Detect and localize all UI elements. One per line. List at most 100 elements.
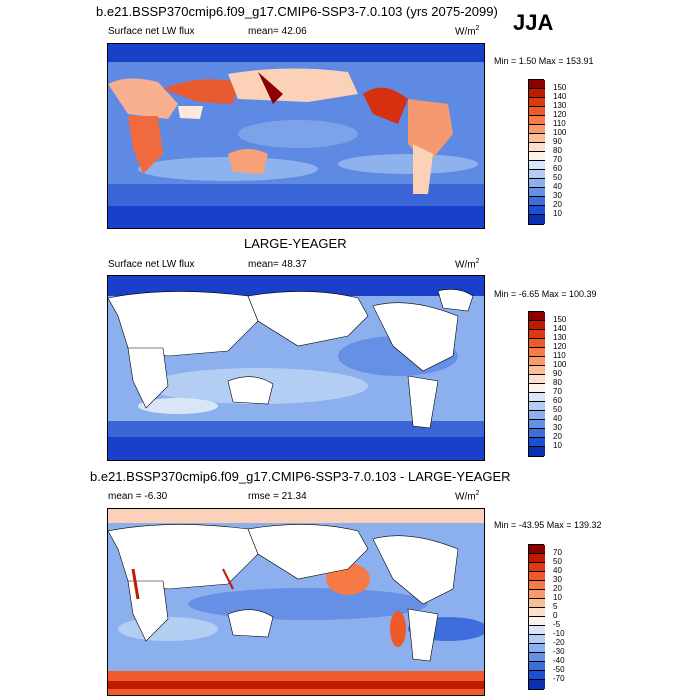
panel3-colorbar-tick-label: 20 (553, 584, 562, 593)
panel1-colorbar-tick-label: 70 (553, 155, 562, 164)
panel2-colorbar-tick-label: 80 (553, 378, 562, 387)
panel2-colorbar-swatch (529, 420, 545, 429)
panel2-colorbar-swatch (529, 330, 545, 339)
panel1-colorbar-swatch (529, 152, 545, 161)
panel3-units: W/m2 (455, 490, 480, 503)
panel1-colorbar-tick-label: 20 (553, 200, 562, 209)
panel1-title: b.e21.BSSP370cmip6.f09_g17.CMIP6-SSP3-7.… (96, 4, 498, 19)
panel2-colorbar-swatch (529, 429, 545, 438)
panel3-colorbar-tick-label: 0 (553, 611, 558, 620)
panel1-colorbar-swatch (529, 170, 545, 179)
panel1-colorbar-swatch (529, 188, 545, 197)
panel3-colorbar-swatch (529, 572, 545, 581)
panel1-colorbar-tick-label: 10 (553, 209, 562, 218)
panel2-map (107, 275, 485, 461)
panel1-colorbar-tick-label: 110 (553, 119, 566, 128)
panel1-colorbar-swatch (529, 125, 545, 134)
panel3-colorbar-swatch (529, 653, 545, 662)
panel1-colorbar-tick-label: 30 (553, 191, 562, 200)
panel2-colorbar-swatch (529, 411, 545, 420)
panel3-colorbar-swatch (529, 662, 545, 671)
panel1-colorbar-swatch (529, 143, 545, 152)
panel3-colorbar-swatch (529, 635, 545, 644)
panel1-colorbar-tick-label: 100 (553, 128, 567, 137)
panel3-colorbar-tick-label: 40 (553, 566, 562, 575)
panel1-colorbar-swatch (529, 98, 545, 107)
panel3-colorbar-tick-label: -5 (553, 620, 561, 629)
panel3-mean: mean = -6.30 (108, 491, 168, 502)
panel1-colorbar-tick-label: 60 (553, 164, 562, 173)
panel2-colorbar-tick-label: 40 (553, 414, 562, 423)
panel1-colorbar-swatch (529, 179, 545, 188)
panel3-colorbar-tick-label: -50 (553, 665, 565, 674)
panel1-colorbar-tick-label: 120 (553, 110, 567, 119)
panel2-colorbar-swatch (529, 348, 545, 357)
panel1-colorbar-swatch (529, 80, 545, 89)
panel1-colorbar-tick-label: 130 (553, 101, 567, 110)
panel2-minmax: Min = -6.65 Max = 100.39 (494, 289, 597, 299)
panel3-colorbar-tick-label: -30 (553, 647, 565, 656)
panel2-colorbar-swatch (529, 312, 545, 321)
panel2-colorbar-tick-label: 20 (553, 432, 562, 441)
panel3-rmse: rmse = 21.34 (248, 491, 307, 502)
panel2-colorbar-tick-label: 30 (553, 423, 562, 432)
panel1-colorbar-tick-label: 90 (553, 137, 562, 146)
panel2-colorbar-swatch (529, 321, 545, 330)
panel1-colorbar-tick-label: 40 (553, 182, 562, 191)
panel1-minmax: Min = 1.50 Max = 153.91 (494, 56, 594, 66)
panel2-units: W/m2 (455, 258, 480, 271)
panel2-colorbar-tick-label: 140 (553, 324, 567, 333)
panel2-variable: Surface net LW flux (108, 259, 195, 270)
panel1-colorbar (528, 79, 545, 225)
panel3-title: b.e21.BSSP370cmip6.f09_g17.CMIP6-SSP3-7.… (90, 469, 511, 484)
panel3-minmax: Min = -43.95 Max = 139.32 (494, 520, 602, 530)
panel3-colorbar-swatch (529, 644, 545, 653)
panel3-colorbar-swatch (529, 563, 545, 572)
season-label: JJA (513, 10, 554, 35)
panel2-colorbar-swatch (529, 438, 545, 447)
panel2-mean: mean= 48.37 (248, 259, 307, 270)
panel3-colorbar-swatch (529, 617, 545, 626)
panel2-colorbar-tick-label: 70 (553, 387, 562, 396)
panel2-colorbar-tick-label: 100 (553, 360, 567, 369)
panel3-colorbar-tick-label: 70 (553, 548, 562, 557)
panel3-colorbar-tick-label: -40 (553, 656, 565, 665)
panel2-colorbar-tick-label: 130 (553, 333, 567, 342)
panel1-colorbar-tick-label: 140 (553, 92, 567, 101)
panel2-colorbar-tick-label: 10 (553, 441, 562, 450)
panel3-colorbar-tick-label: 30 (553, 575, 562, 584)
panel2-title: LARGE-YEAGER (244, 236, 347, 251)
panel1-colorbar-swatch (529, 89, 545, 98)
panel1-units: W/m2 (455, 25, 480, 38)
panel2-colorbar-swatch (529, 339, 545, 348)
panel3-colorbar-swatch (529, 671, 545, 680)
panel3-colorbar-swatch (529, 590, 545, 599)
panel1-colorbar-swatch (529, 161, 545, 170)
panel3-colorbar-swatch (529, 626, 545, 635)
panel2-colorbar-tick-label: 60 (553, 396, 562, 405)
panel3-colorbar-tick-label: 50 (553, 557, 562, 566)
panel3-colorbar-tick-label: -10 (553, 629, 565, 638)
panel2-colorbar-swatch (529, 366, 545, 375)
panel2-colorbar-swatch (529, 393, 545, 402)
panel3-colorbar-swatch (529, 680, 545, 689)
panel1-colorbar-swatch (529, 215, 545, 224)
panel1-colorbar-tick-label: 50 (553, 173, 562, 182)
panel2-colorbar-tick-label: 110 (553, 351, 566, 360)
panel3-colorbar-tick-label: 5 (553, 602, 558, 611)
panel3-colorbar-swatch (529, 581, 545, 590)
panel2-colorbar-swatch (529, 357, 545, 366)
panel2-colorbar-swatch (529, 447, 545, 456)
panel2-colorbar-swatch (529, 375, 545, 384)
panel3-colorbar-swatch (529, 608, 545, 617)
panel1-colorbar-swatch (529, 197, 545, 206)
panel1-colorbar-swatch (529, 134, 545, 143)
panel2-colorbar-tick-label: 50 (553, 405, 562, 414)
panel3-colorbar-swatch (529, 545, 545, 554)
panel3-colorbar-tick-label: -70 (553, 674, 565, 683)
panel1-colorbar-swatch (529, 206, 545, 215)
panel3-colorbar-swatch (529, 554, 545, 563)
panel3-colorbar-swatch (529, 599, 545, 608)
panel1-map (107, 43, 485, 229)
panel1-colorbar-swatch (529, 107, 545, 116)
